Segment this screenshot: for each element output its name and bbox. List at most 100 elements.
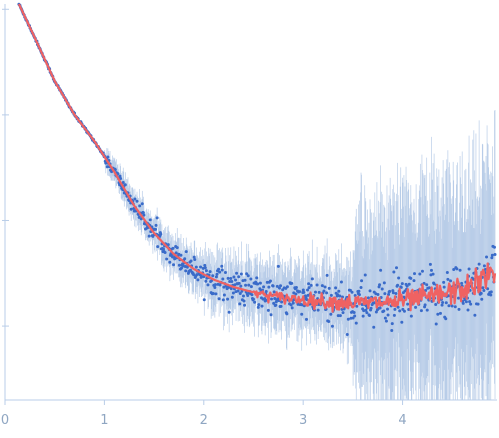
data-point — [140, 202, 144, 206]
data-point — [193, 257, 197, 261]
data-point — [438, 311, 442, 315]
data-point — [489, 293, 493, 297]
data-point — [327, 320, 331, 324]
data-point — [277, 286, 281, 290]
data-point — [155, 216, 159, 220]
data-point — [154, 227, 158, 231]
data-point — [192, 255, 196, 259]
data-point — [183, 257, 187, 261]
data-point — [453, 305, 457, 309]
data-point — [489, 290, 493, 294]
data-point — [220, 268, 224, 272]
data-point — [203, 266, 207, 270]
data-point — [200, 275, 204, 279]
data-point — [208, 270, 212, 274]
data-point — [301, 288, 305, 292]
data-point — [265, 280, 269, 284]
data-point — [262, 285, 266, 289]
data-point — [260, 304, 264, 308]
data-point — [386, 313, 390, 317]
data-point — [309, 283, 313, 287]
data-point — [243, 303, 247, 307]
data-point — [449, 279, 453, 283]
data-point — [249, 277, 253, 281]
data-point — [329, 293, 333, 297]
data-point — [222, 293, 226, 297]
data-point — [266, 308, 270, 312]
data-point — [268, 279, 272, 283]
data-point — [345, 332, 349, 336]
data-point — [400, 282, 404, 286]
data-point — [148, 218, 152, 222]
data-point — [400, 320, 404, 324]
data-point — [380, 287, 384, 291]
data-point — [338, 294, 342, 298]
data-point — [441, 300, 445, 304]
x-ticks: 0 1 2 3 4 — [1, 400, 407, 428]
data-point — [231, 291, 235, 295]
data-point — [272, 301, 276, 305]
data-point — [320, 284, 324, 288]
data-point — [217, 297, 221, 301]
data-point — [123, 183, 127, 187]
data-point — [271, 284, 275, 288]
data-point — [346, 317, 350, 321]
data-point — [294, 285, 298, 289]
data-point — [250, 293, 254, 297]
data-point — [194, 265, 198, 269]
data-point — [238, 302, 242, 306]
data-point — [121, 181, 125, 185]
data-point — [464, 300, 468, 304]
data-point — [393, 307, 397, 311]
data-point — [405, 284, 409, 288]
data-point — [363, 273, 367, 277]
data-point — [239, 272, 243, 276]
data-point — [256, 282, 260, 286]
data-point — [391, 291, 395, 295]
data-point — [485, 255, 489, 259]
data-point — [202, 298, 206, 302]
data-point — [316, 308, 320, 312]
data-point — [419, 309, 423, 313]
data-point — [141, 211, 145, 215]
data-point — [467, 267, 471, 271]
data-point — [434, 322, 438, 326]
data-point — [442, 280, 446, 284]
data-point — [392, 270, 396, 274]
data-point — [396, 305, 400, 309]
data-point — [473, 313, 477, 317]
data-point — [163, 251, 167, 255]
data-point — [374, 310, 378, 314]
data-point — [199, 265, 203, 269]
data-point — [307, 282, 311, 286]
data-point — [452, 267, 456, 271]
data-point — [461, 301, 465, 305]
data-point — [428, 262, 432, 266]
data-point — [477, 262, 481, 266]
data-point — [434, 302, 438, 306]
data-point — [445, 270, 449, 274]
x-tick-label: 4 — [398, 413, 406, 428]
data-point — [322, 289, 326, 293]
data-point — [325, 273, 329, 277]
data-point — [414, 305, 418, 309]
data-point — [154, 223, 158, 227]
data-point — [227, 310, 231, 314]
data-point — [337, 289, 341, 293]
data-point — [184, 269, 188, 273]
data-point — [230, 295, 234, 299]
data-point — [218, 283, 222, 287]
fit-line — [17, 3, 497, 313]
data-point — [106, 155, 110, 159]
data-point — [409, 276, 413, 280]
data-point — [457, 307, 461, 311]
data-point — [458, 268, 462, 272]
data-point — [285, 312, 289, 316]
x-tick-label: 2 — [200, 413, 208, 428]
data-point — [237, 281, 241, 285]
data-point — [406, 302, 410, 306]
data-point — [302, 290, 306, 294]
data-point — [351, 316, 355, 320]
data-point — [239, 284, 243, 288]
data-point — [323, 285, 327, 289]
